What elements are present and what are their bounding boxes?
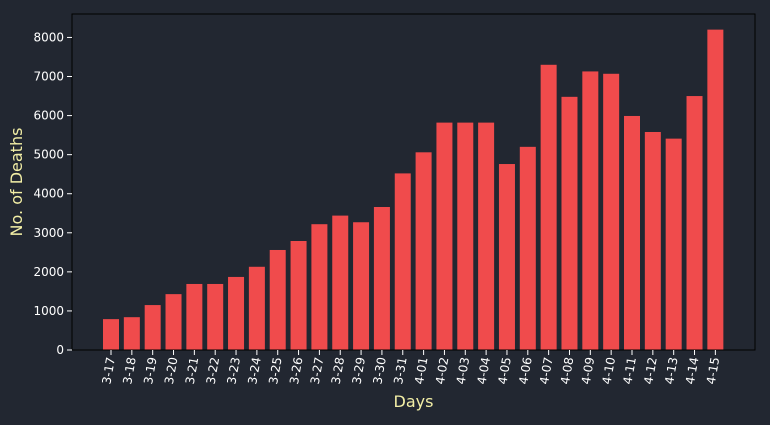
x-tick-label: 4-12 — [641, 356, 660, 385]
y-axis: 0 1000 2000 3000 4000 5000 6000 7000 8000 — [33, 30, 72, 357]
bar-4-04 — [478, 122, 495, 350]
x-axis-label: Days — [394, 392, 434, 411]
y-tick-label: 2000 — [33, 265, 64, 279]
y-tick-label: 5000 — [33, 148, 64, 162]
y-tick-label: 6000 — [33, 109, 64, 123]
x-tick-label: 4-03 — [454, 356, 473, 385]
axes-frame — [71, 13, 756, 351]
x-tick-label: 4-11 — [620, 356, 639, 385]
bar-4-01 — [415, 152, 432, 350]
x-tick-label: 3-23 — [224, 356, 243, 385]
bar-3-27 — [311, 224, 328, 350]
x-tick-label: 4-04 — [475, 356, 494, 385]
bar-4-05 — [498, 164, 515, 350]
x-tick-label: 4-15 — [704, 356, 723, 385]
y-axis-label: No. of Deaths — [7, 128, 26, 237]
y-tick-label: 8000 — [33, 30, 64, 44]
bar-3-23 — [228, 276, 245, 350]
bar-4-10 — [603, 73, 620, 350]
bar-4-11 — [624, 115, 640, 350]
x-tick-label: 3-30 — [370, 356, 389, 385]
x-tick-label: 4-05 — [495, 356, 514, 385]
bar-3-21 — [186, 283, 203, 350]
bar-4-06 — [519, 146, 536, 350]
x-tick-label: 3-26 — [287, 356, 306, 385]
x-tick-label: 4-02 — [433, 356, 452, 385]
bar-4-13 — [665, 138, 682, 350]
y-tick-label: 1000 — [33, 304, 64, 318]
bar-3-22 — [207, 283, 224, 350]
x-tick-label: 4-14 — [683, 356, 702, 385]
bar-4-12 — [644, 131, 661, 350]
x-tick-label: 3-28 — [329, 356, 348, 385]
bar-3-17 — [103, 319, 119, 350]
x-axis: 3-17 3-18 3-19 3-20 3-21 3-22 3-23 3-24 3-25 3-26… — [99, 350, 722, 385]
bar-3-28 — [332, 215, 349, 350]
bar-4-14 — [686, 96, 703, 350]
y-tick-label: 7000 — [33, 70, 64, 84]
x-tick-label: 3-22 — [204, 356, 223, 385]
x-tick-label: 3-17 — [99, 356, 118, 385]
bar-3-19 — [144, 305, 161, 350]
x-tick-label: 3-19 — [141, 356, 160, 385]
x-tick-label: 3-29 — [350, 356, 369, 385]
x-tick-label: 3-31 — [391, 356, 410, 385]
y-tick-label: 4000 — [33, 187, 64, 201]
bar-3-20 — [165, 294, 182, 350]
bar-3-30 — [373, 207, 390, 350]
bar-3-29 — [353, 222, 370, 350]
x-tick-label: 3-27 — [308, 356, 327, 385]
bar-4-08 — [561, 96, 578, 350]
bar-3-18 — [123, 317, 140, 350]
bar-4-02 — [436, 122, 453, 350]
bar-4-09 — [582, 71, 599, 351]
bar-3-25 — [269, 249, 286, 350]
bar-3-24 — [248, 266, 265, 350]
x-tick-label: 3-20 — [162, 356, 181, 385]
bar-3-31 — [394, 173, 411, 350]
x-tick-label: 4-06 — [516, 356, 535, 385]
x-tick-label: 3-25 — [266, 356, 285, 385]
x-tick-label: 4-07 — [537, 356, 556, 385]
bar-4-03 — [457, 122, 474, 350]
bar-3-26 — [290, 241, 307, 350]
x-tick-label: 4-08 — [558, 356, 577, 385]
bars-layer — [103, 29, 724, 351]
x-tick-label: 3-24 — [245, 356, 264, 385]
x-tick-label: 4-01 — [412, 356, 431, 385]
x-tick-label: 4-13 — [662, 356, 681, 385]
y-tick-label: 3000 — [33, 226, 64, 240]
x-tick-label: 4-09 — [579, 356, 598, 385]
x-tick-label: 3-21 — [183, 356, 202, 385]
x-tick-label: 3-18 — [120, 356, 139, 385]
x-tick-label: 4-10 — [600, 356, 619, 385]
y-tick-label: 0 — [56, 343, 64, 357]
bar-4-07 — [540, 64, 557, 350]
bar-4-15 — [707, 29, 724, 350]
